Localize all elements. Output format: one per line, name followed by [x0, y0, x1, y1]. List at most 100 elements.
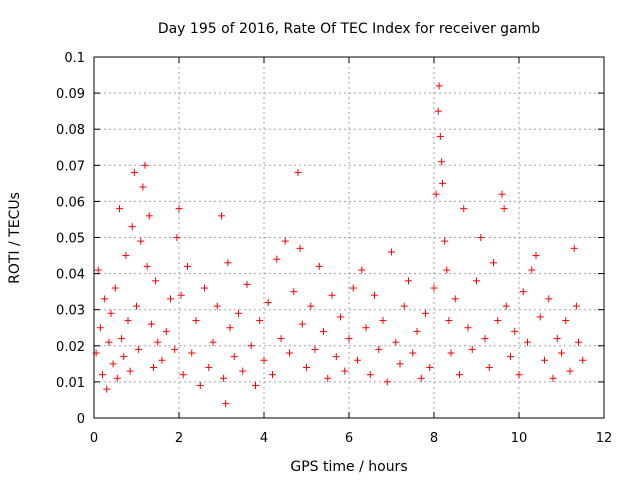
data-point	[116, 205, 123, 213]
data-point	[167, 295, 174, 303]
data-point	[464, 324, 472, 332]
data-point	[145, 212, 153, 220]
data-point	[290, 288, 298, 296]
data-point	[269, 371, 276, 379]
data-point	[434, 107, 442, 115]
data-point	[218, 212, 225, 220]
data-point	[507, 353, 514, 361]
data-point	[371, 291, 378, 299]
data-point	[239, 367, 247, 375]
data-point	[562, 317, 570, 325]
x-tick-label: 6	[345, 431, 353, 446]
data-point	[196, 382, 204, 390]
data-point	[315, 262, 323, 270]
data-point	[498, 190, 506, 198]
data-point	[570, 244, 578, 252]
y-tick-label: 0.08	[56, 123, 85, 138]
data-point	[432, 190, 440, 198]
data-point	[277, 335, 285, 343]
data-point	[502, 302, 510, 310]
data-point	[122, 252, 130, 260]
x-ticks: 0 2 4 6 8 10 12	[90, 57, 612, 446]
data-point	[439, 179, 446, 187]
grid	[94, 57, 604, 418]
data-point	[375, 345, 383, 353]
y-tick-label: 0.07	[56, 159, 85, 174]
data-point	[447, 349, 455, 357]
data-point	[118, 335, 126, 343]
data-point	[422, 309, 429, 317]
y-tick-label: 0	[77, 412, 85, 427]
data-point	[222, 400, 230, 408]
data-point	[456, 371, 463, 379]
data-point	[413, 327, 421, 335]
data-point	[150, 363, 157, 371]
data-point	[179, 371, 187, 379]
data-points	[92, 82, 587, 408]
data-point	[184, 262, 191, 270]
data-point	[366, 371, 374, 379]
data-point	[162, 327, 170, 335]
data-point	[113, 374, 121, 382]
data-point	[553, 335, 561, 343]
data-point	[549, 374, 557, 382]
data-point	[147, 320, 155, 328]
data-point	[135, 345, 143, 353]
data-point	[490, 259, 497, 267]
data-point	[224, 259, 232, 267]
data-point	[124, 317, 132, 325]
data-point	[328, 291, 336, 299]
data-point	[500, 205, 508, 213]
data-point	[443, 266, 451, 274]
chart-title: Day 195 of 2016, Rate Of TEC Index for r…	[158, 21, 540, 37]
data-point	[154, 338, 162, 346]
data-point	[468, 345, 476, 353]
data-point	[188, 349, 196, 357]
data-point	[575, 338, 582, 346]
y-tick-label: 0.03	[56, 304, 85, 319]
x-tick-label: 2	[175, 431, 183, 446]
data-point	[511, 327, 519, 335]
data-point	[566, 367, 574, 375]
data-point	[324, 374, 332, 382]
data-point	[417, 374, 425, 382]
data-point	[273, 255, 281, 263]
y-tick-label: 0.01	[56, 376, 85, 391]
data-point	[332, 353, 340, 361]
data-point	[519, 288, 527, 296]
data-point	[247, 342, 255, 350]
data-point	[298, 320, 306, 328]
data-point	[130, 169, 138, 177]
data-point	[111, 284, 119, 292]
data-point	[286, 349, 293, 357]
data-point	[281, 237, 289, 245]
data-point	[175, 205, 183, 213]
data-point	[256, 317, 264, 325]
data-point	[294, 169, 302, 177]
data-point	[383, 378, 391, 386]
data-point	[438, 158, 446, 166]
data-point	[400, 302, 408, 310]
data-point	[558, 349, 565, 357]
data-point	[524, 338, 531, 346]
data-point	[107, 309, 115, 317]
data-point	[572, 302, 580, 310]
data-point	[545, 295, 553, 303]
data-point	[481, 335, 489, 343]
data-point	[296, 244, 304, 252]
data-point	[226, 324, 234, 332]
data-point	[120, 353, 128, 361]
data-point	[579, 356, 587, 364]
data-point	[409, 349, 417, 357]
data-point	[264, 298, 272, 306]
y-tick-label: 0.09	[56, 87, 85, 102]
data-point	[441, 237, 449, 245]
x-tick-label: 0	[90, 431, 98, 446]
data-point	[220, 374, 228, 382]
data-point	[477, 234, 485, 241]
data-point	[139, 183, 147, 191]
data-point	[349, 284, 357, 292]
data-point	[541, 356, 548, 364]
y-tick-label: 0.1	[64, 51, 85, 66]
